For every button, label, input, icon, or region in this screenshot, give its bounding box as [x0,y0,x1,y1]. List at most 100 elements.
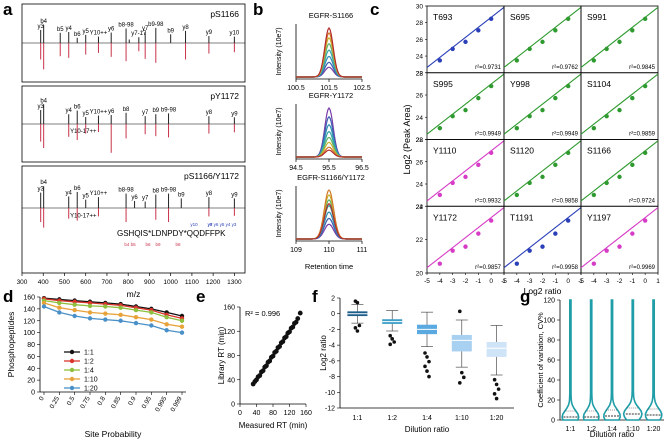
x-tick-label: -3 [527,278,533,285]
legend-label: 1:4 [84,368,94,375]
x-tick-label: 1 [502,278,506,285]
r2-value: r²=0.9845 [629,65,656,71]
y-tick-label: 28 [416,20,424,27]
data-point [591,261,597,266]
data-point [642,150,648,156]
series-marker [41,304,47,309]
rt-point [273,348,279,354]
peak-label: y6 [108,109,115,115]
panel-label-a: a [3,0,13,19]
series-marker [149,323,154,328]
data-point [488,83,494,89]
spectrum-title: pS1166/Y1172 [184,171,239,181]
x-axis-title: Log2 ratio [524,286,562,296]
peak-label: Y10-17++ [70,129,97,135]
x-tick-label: 1100 [185,279,199,286]
regression-line [580,207,659,269]
x-tick-label: -1 [475,278,481,285]
data-point [450,113,455,119]
peak-label: b9 [178,192,185,198]
peak-label: y5 [83,111,90,117]
series-marker [72,313,77,319]
data-point [604,180,609,186]
peak-label: b9-98 [161,188,177,194]
x-tick-label: 1:10 [455,415,469,422]
x-tick-label: 0 [566,278,570,285]
y-tick-label: 120 [23,318,35,325]
x-tick-label: 0 [238,410,242,417]
peak-label: y6 [108,27,115,33]
y-axis-title: Log2 ratio [319,335,328,371]
site-name: S1166 [587,146,611,156]
y-tick-label: -12 [325,406,335,413]
peptide-sequence: GSHQIS*LDNPDY*QQDFFPK [117,229,226,238]
legend-marker [69,367,75,373]
series-marker [133,320,139,326]
data-point [591,125,597,131]
y-tick-label: 24 [416,115,424,122]
y-tick-label: 0 [331,311,335,318]
peak-label: y9 [231,111,238,117]
outlier-point [353,326,358,330]
y-tick-label: 22 [416,137,424,144]
x-tick-label: 95.5 [322,165,336,172]
x-tick-label: -3 [604,278,610,285]
spectrum-frame [21,165,246,274]
peak-label: b4 [40,180,47,186]
x-tick-label: 40 [253,410,261,417]
rt-point [267,358,273,364]
data-point [514,261,520,266]
site-name: S995 [433,79,453,89]
panel-label-g: g [520,287,530,306]
peak-label: y5 [83,194,90,200]
peak-label: y6 [131,195,138,201]
data-point [565,218,571,223]
rt-point [260,368,266,374]
y-tick-label: 100 [543,318,555,325]
x-axis-title: Dilution ratio [405,425,450,434]
rt-point [257,373,263,378]
data-point [476,162,481,168]
site-name: T693 [433,12,453,22]
x-tick-label: 1:2 [586,426,596,433]
outlier-point [427,359,431,364]
series-line [43,298,183,320]
data-point [450,180,455,186]
data-point [540,39,545,45]
x-tick-label: 160 [300,410,312,417]
chromatogram-trace [296,149,362,158]
y-axis-title: Intensity (10e7) [276,189,283,237]
x-tick-label: 0.8 [96,395,107,407]
rt-point [264,363,269,369]
chromatogram-trace [296,123,362,158]
series-marker [72,307,77,313]
chromatogram-trace [296,223,362,240]
fragment-label: b6 [145,242,151,247]
series-marker [57,300,62,306]
x-tick-label: 1:20 [490,415,504,422]
x-tick-label: 1300 [227,279,242,286]
r2-value: r²=0.9731 [475,65,502,71]
data-point [476,231,481,236]
data-point [437,192,443,198]
chromatogram-title: EGFR-S1166 [309,11,353,20]
data-point [630,28,635,33]
x-tick-label: 0 [38,395,46,402]
x-tick-label: 0.25 [49,395,62,410]
x-tick-label: 102.5 [353,85,371,92]
x-tick-label: 1:20 [647,426,661,433]
r2-value: r²=0.9858 [552,198,579,204]
data-point [476,95,481,101]
outlier-point [492,377,497,382]
x-tick-label: 1200 [206,279,221,286]
site-name: T1191 [510,212,534,222]
peak-label: y9 [231,192,238,198]
violin-shape [561,299,580,421]
data-point [437,125,443,131]
series-marker [57,310,62,315]
data-point [527,113,532,119]
peak-label: y3 [38,104,45,110]
